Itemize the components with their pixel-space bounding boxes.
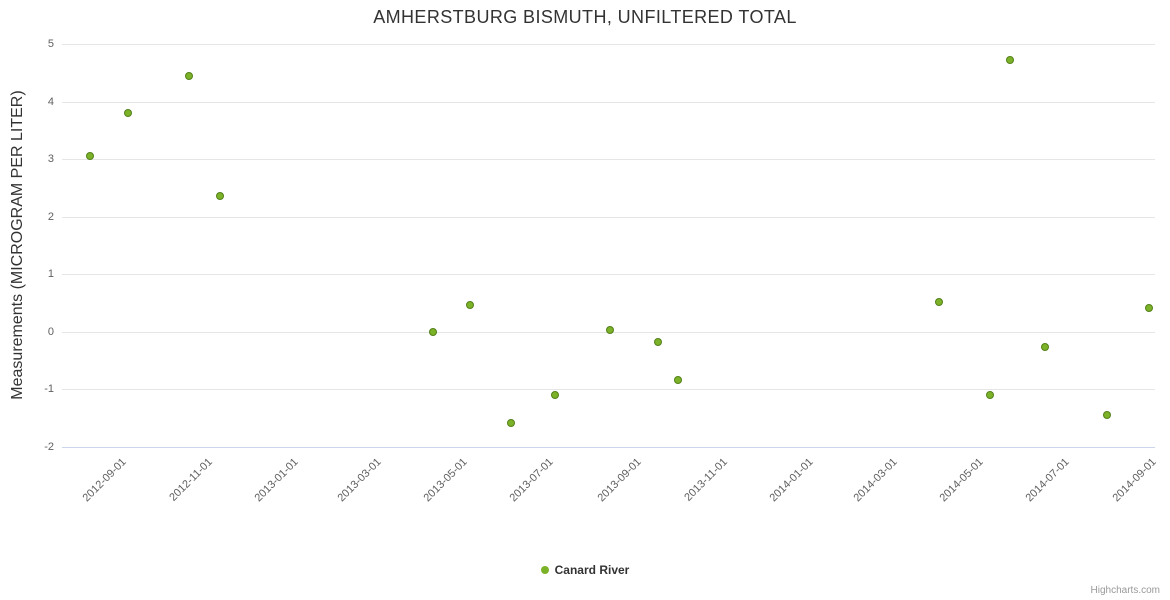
gridline (62, 274, 1155, 276)
gridline (62, 159, 1155, 161)
y-axis-label: -1 (44, 383, 54, 396)
legend: Canard River (0, 563, 1170, 577)
x-axis-label: 2013-07-01 (507, 456, 557, 505)
y-axis-label: 3 (47, 153, 54, 166)
x-axis-label: 2014-03-01 (851, 456, 900, 505)
y-axis-label: 1 (47, 268, 54, 281)
gridline (62, 101, 1155, 103)
gridline (62, 216, 1155, 218)
data-point[interactable] (985, 391, 994, 400)
x-axis-label: 2013-03-01 (335, 456, 384, 505)
data-point[interactable] (86, 152, 95, 161)
data-point[interactable] (605, 326, 614, 335)
x-axis-label: 2014-07-01 (1023, 456, 1072, 505)
data-point[interactable] (124, 108, 133, 117)
data-point[interactable] (466, 301, 475, 310)
x-axis-label: 2012-11-01 (166, 456, 215, 504)
gridline (62, 44, 1155, 45)
chart-title: AMHERSTBURG BISMUTH, UNFILTERED TOTAL (373, 7, 797, 27)
data-point[interactable] (1040, 342, 1049, 351)
x-axis-label: 2013-05-01 (421, 456, 471, 505)
y-axis-label: 0 (47, 325, 54, 338)
x-axis-label: 2013-11-01 (682, 456, 730, 504)
y-axis-label: 2 (47, 210, 54, 223)
data-point[interactable] (1005, 55, 1014, 64)
x-axis-label: 2014-05-01 (937, 456, 986, 505)
x-axis-line (62, 447, 1155, 448)
x-axis-label: 2013-01-01 (252, 456, 301, 505)
data-point[interactable] (185, 72, 194, 81)
data-point[interactable] (507, 418, 516, 427)
data-point[interactable] (216, 191, 225, 200)
legend-marker-icon (540, 566, 549, 574)
y-axis-label: 4 (47, 95, 54, 108)
highcharts-credit-link[interactable]: Highcharts.com (1090, 585, 1160, 596)
data-point[interactable] (1102, 410, 1111, 419)
x-axis-label: 2014-09-01 (1110, 456, 1160, 505)
x-axis-label: 2012-09-01 (80, 456, 129, 505)
data-point[interactable] (429, 328, 438, 337)
data-point[interactable] (653, 337, 662, 346)
x-axis-label: 2013-09-01 (595, 456, 644, 505)
x-axis-label: 2014-01-01 (767, 456, 817, 505)
data-point[interactable] (1145, 303, 1154, 312)
data-point[interactable] (934, 298, 943, 307)
data-point[interactable] (550, 391, 559, 400)
legend-label: Canard River (554, 563, 630, 577)
gridline (62, 389, 1155, 391)
y-axis-label: 5 (47, 38, 54, 50)
data-point[interactable] (673, 376, 682, 385)
legend-item-canard-river[interactable]: Canard River (540, 563, 630, 577)
y-axis-label: -2 (44, 441, 54, 453)
